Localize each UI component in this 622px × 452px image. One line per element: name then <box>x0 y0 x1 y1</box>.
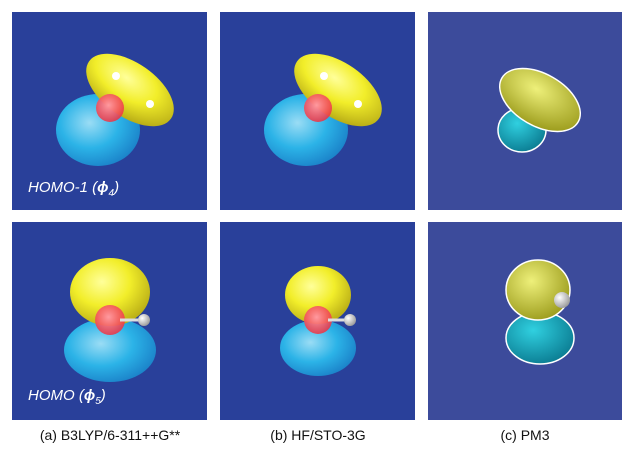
caption: (c) PM3 <box>501 427 550 443</box>
caption: (b) HF/STO-3G <box>270 427 365 443</box>
caption: (a) B3LYP/6-311++G** <box>40 427 181 443</box>
figure: HOMO-1 (ϕ4) HOMO (ϕ5) (a) B3LYP/6-311++G… <box>0 0 622 452</box>
label-part: HOMO ( <box>28 387 86 404</box>
label-part: HOMO-1 ( <box>28 179 99 196</box>
label-part: ϕ <box>97 179 108 196</box>
label-part: ) <box>112 179 119 196</box>
label-part: ) <box>99 387 106 404</box>
label-part: ϕ <box>84 387 95 404</box>
